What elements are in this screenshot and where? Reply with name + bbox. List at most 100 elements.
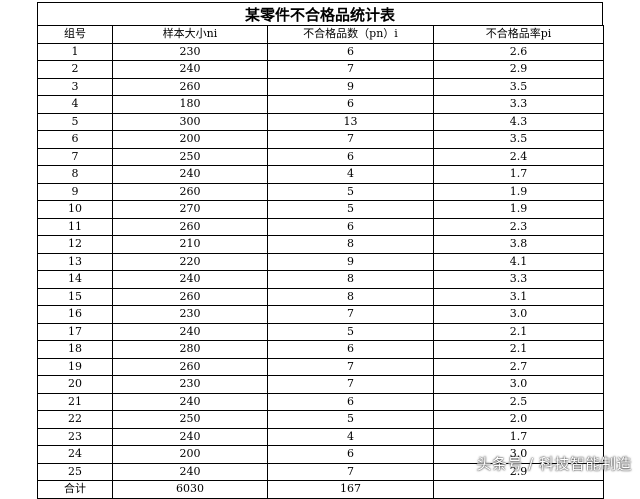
table-row: 23 240 4 1.7 — [37, 427, 604, 446]
total-row: 合计 6030 167 — [37, 480, 604, 499]
cell-defect-count: 6 — [267, 217, 434, 236]
cell-sample-size: 200 — [112, 130, 268, 149]
total-defect-rate — [433, 480, 604, 499]
cell-sample-size: 240 — [112, 322, 268, 341]
table-row: 9 260 5 1.9 — [37, 182, 604, 201]
cell-defect-count: 6 — [267, 392, 434, 411]
cell-group-no: 7 — [37, 147, 113, 166]
cell-defect-rate: 2.1 — [433, 322, 604, 341]
table-title: 某零件不合格品统计表 — [37, 2, 603, 26]
cell-defect-count: 4 — [267, 427, 434, 446]
header-group-no: 组号 — [37, 25, 113, 44]
header-defect-rate: 不合格品率pi — [433, 25, 604, 44]
cell-defect-rate: 2.6 — [433, 42, 604, 61]
cell-sample-size: 240 — [112, 165, 268, 184]
cell-sample-size: 270 — [112, 200, 268, 219]
cell-sample-size: 240 — [112, 270, 268, 289]
cell-defect-count: 6 — [267, 340, 434, 359]
cell-defect-count: 6 — [267, 95, 434, 114]
cell-defect-rate: 1.9 — [433, 200, 604, 219]
cell-defect-rate: 3.0 — [433, 375, 604, 394]
table-row: 1 230 6 2.6 — [37, 42, 604, 61]
cell-defect-rate: 3.1 — [433, 287, 604, 306]
cell-sample-size: 230 — [112, 42, 268, 61]
table-row: 3 260 9 3.5 — [37, 77, 604, 96]
cell-group-no: 16 — [37, 305, 113, 324]
cell-defect-count: 6 — [267, 147, 434, 166]
cell-group-no: 18 — [37, 340, 113, 359]
cell-sample-size: 250 — [112, 410, 268, 429]
cell-sample-size: 240 — [112, 60, 268, 79]
cell-defect-count: 6 — [267, 445, 434, 464]
watermark: 头条号 / 科技智能制造 — [476, 455, 632, 473]
cell-defect-rate: 2.3 — [433, 217, 604, 236]
table-row: 21 240 6 2.5 — [37, 392, 604, 411]
table-row: 15 260 8 3.1 — [37, 287, 604, 306]
cell-defect-count: 7 — [267, 462, 434, 481]
cell-defect-rate: 2.4 — [433, 147, 604, 166]
cell-group-no: 4 — [37, 95, 113, 114]
table-row: 20 230 7 3.0 — [37, 375, 604, 394]
total-sample-size: 6030 — [112, 480, 268, 499]
table-row: 12 210 8 3.8 — [37, 235, 604, 254]
cell-defect-rate: 2.7 — [433, 357, 604, 376]
table-row: 18 280 6 2.1 — [37, 340, 604, 359]
cell-group-no: 17 — [37, 322, 113, 341]
cell-group-no: 13 — [37, 252, 113, 271]
cell-sample-size: 210 — [112, 235, 268, 254]
table-row: 4 180 6 3.3 — [37, 95, 604, 114]
cell-defect-count: 9 — [267, 77, 434, 96]
cell-group-no: 12 — [37, 235, 113, 254]
table-row: 19 260 7 2.7 — [37, 357, 604, 376]
cell-sample-size: 240 — [112, 427, 268, 446]
cell-group-no: 21 — [37, 392, 113, 411]
cell-group-no: 6 — [37, 130, 113, 149]
cell-group-no: 19 — [37, 357, 113, 376]
cell-sample-size: 240 — [112, 462, 268, 481]
cell-sample-size: 240 — [112, 392, 268, 411]
cell-defect-count: 7 — [267, 60, 434, 79]
total-defect-count: 167 — [267, 480, 434, 499]
table-row: 13 220 9 4.1 — [37, 252, 604, 271]
cell-group-no: 3 — [37, 77, 113, 96]
table-row: 14 240 8 3.3 — [37, 270, 604, 289]
table-row: 10 270 5 1.9 — [37, 200, 604, 219]
cell-sample-size: 260 — [112, 77, 268, 96]
table-row: 6 200 7 3.5 — [37, 130, 604, 149]
cell-defect-rate: 3.0 — [433, 305, 604, 324]
cell-defect-rate: 2.1 — [433, 340, 604, 359]
cell-defect-count: 7 — [267, 375, 434, 394]
table-row: 8 240 4 1.7 — [37, 165, 604, 184]
cell-defect-count: 4 — [267, 165, 434, 184]
cell-defect-rate: 1.9 — [433, 182, 604, 201]
cell-defect-rate: 2.5 — [433, 392, 604, 411]
cell-defect-count: 13 — [267, 112, 434, 131]
header-sample-size: 样本大小ni — [112, 25, 268, 44]
cell-group-no: 1 — [37, 42, 113, 61]
table-row: 22 250 5 2.0 — [37, 410, 604, 429]
cell-defect-rate: 4.1 — [433, 252, 604, 271]
cell-group-no: 25 — [37, 462, 113, 481]
cell-defect-count: 6 — [267, 42, 434, 61]
cell-defect-count: 7 — [267, 305, 434, 324]
cell-defect-count: 8 — [267, 287, 434, 306]
table-row: 16 230 7 3.0 — [37, 305, 604, 324]
cell-defect-rate: 3.5 — [433, 130, 604, 149]
cell-defect-count: 5 — [267, 200, 434, 219]
cell-group-no: 23 — [37, 427, 113, 446]
cell-defect-rate: 4.3 — [433, 112, 604, 131]
cell-defect-count: 5 — [267, 182, 434, 201]
cell-sample-size: 230 — [112, 305, 268, 324]
cell-group-no: 8 — [37, 165, 113, 184]
cell-defect-rate: 3.5 — [433, 77, 604, 96]
cell-group-no: 2 — [37, 60, 113, 79]
cell-defect-count: 7 — [267, 357, 434, 376]
total-label: 合计 — [37, 480, 113, 499]
cell-group-no: 24 — [37, 445, 113, 464]
table-body: 1 230 6 2.6 2 240 7 2.9 3 260 9 3.5 4 180 6 3.3 5 300 13 4.… — [37, 42, 604, 481]
cell-defect-count: 9 — [267, 252, 434, 271]
header-defect-count: 不合格品数（pn）i — [267, 25, 434, 44]
cell-group-no: 20 — [37, 375, 113, 394]
cell-sample-size: 300 — [112, 112, 268, 131]
cell-sample-size: 280 — [112, 340, 268, 359]
